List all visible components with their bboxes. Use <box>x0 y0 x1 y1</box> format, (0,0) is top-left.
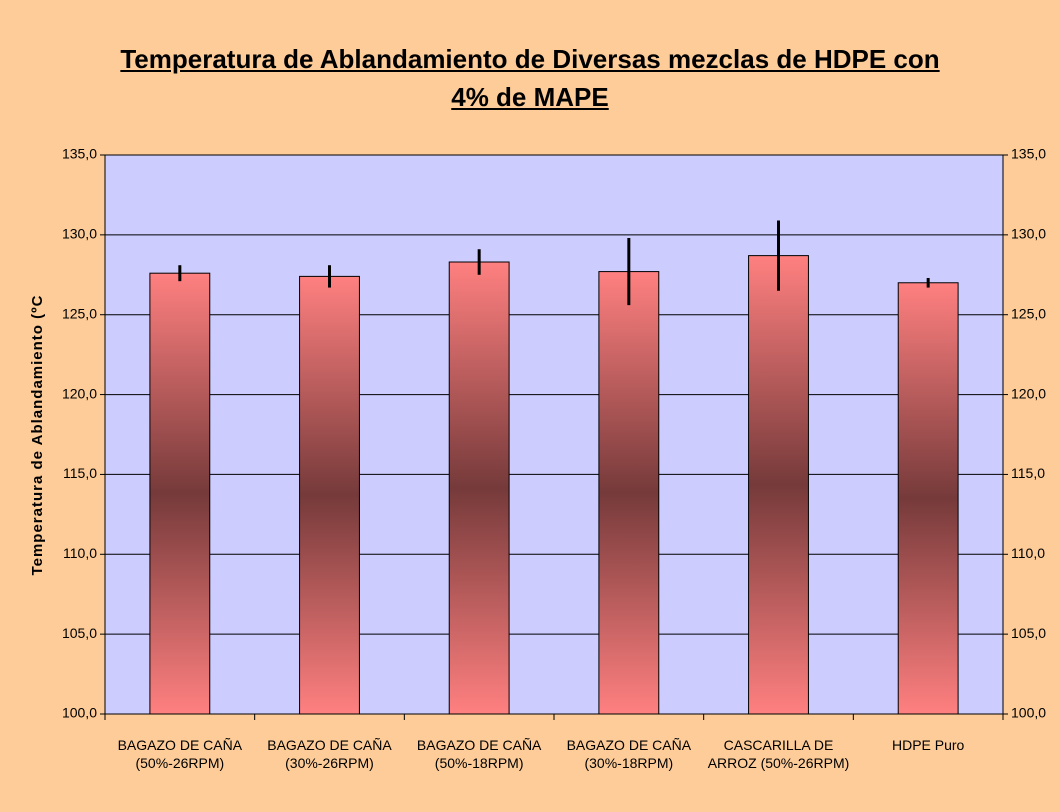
y-tick-label: 135,0 <box>62 146 97 162</box>
y2-tick-label: 135,0 <box>1011 146 1046 162</box>
y-axis-label: Temperatura de Ablandamiento (ºC <box>29 295 46 576</box>
y2-tick-label: 115,0 <box>1011 465 1045 481</box>
bar <box>448 261 510 715</box>
chart-title: Temperatura de Ablandamiento de Diversas… <box>120 44 940 112</box>
x-tick-label: CASCARILLA DE ARROZ (50%-26RPM) <box>707 737 850 771</box>
y-tick-label: 125,0 <box>62 305 97 321</box>
y-tick-label: 120,0 <box>62 385 97 401</box>
x-tick-label: BAGAZO DE CAÑA (50%-18RPM) <box>416 737 542 771</box>
x-tick-label: HDPE Puro <box>891 737 965 753</box>
bar <box>598 271 660 715</box>
plot-area <box>104 154 1004 715</box>
y-tick-label: 130,0 <box>62 226 97 242</box>
x-tick-label: BAGAZO DE CAÑA (30%-18RPM) <box>566 737 692 771</box>
y2-tick-label: 125,0 <box>1011 305 1046 321</box>
y2-tick-label: 110,0 <box>1011 545 1045 561</box>
bar <box>299 275 360 715</box>
bar <box>897 282 959 715</box>
y-tick-label: 100,0 <box>62 705 97 721</box>
y-tick-label: 110,0 <box>63 545 97 561</box>
x-tick-label: BAGAZO DE CAÑA (50%-26RPM) <box>117 737 243 771</box>
bar <box>149 272 211 715</box>
y2-tick-label: 130,0 <box>1011 226 1046 242</box>
bar <box>748 255 809 715</box>
x-tick-label: BAGAZO DE CAÑA (30%-26RPM) <box>267 737 392 771</box>
y-tick-label: 115,0 <box>63 465 97 481</box>
y2-tick-label: 100,0 <box>1011 705 1046 721</box>
y-tick-label: 105,0 <box>62 625 97 641</box>
y2-tick-label: 105,0 <box>1011 625 1046 641</box>
y2-tick-label: 120,0 <box>1011 385 1046 401</box>
